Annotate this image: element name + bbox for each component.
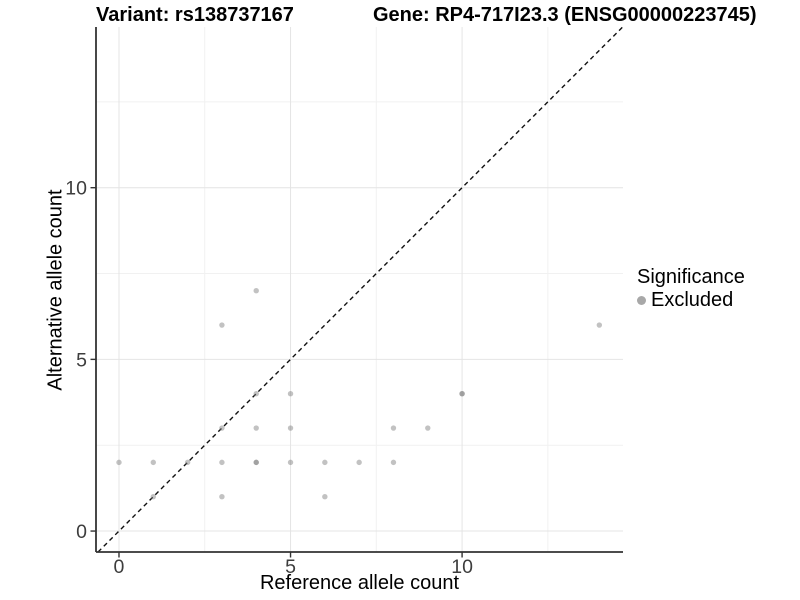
- variant-title: Variant: rs138737167: [96, 4, 294, 26]
- data-point: [390, 459, 397, 466]
- legend-item-excluded: Excluded: [637, 289, 745, 311]
- data-point: [425, 425, 431, 431]
- legend-item-label: Excluded: [651, 289, 734, 311]
- data-point: [184, 459, 191, 466]
- data-point: [219, 494, 225, 500]
- data-point: [459, 391, 465, 397]
- data-point: [287, 391, 294, 397]
- data-point: [322, 494, 328, 500]
- data-point: [219, 425, 225, 431]
- data-point: [287, 425, 294, 431]
- data-point: [390, 425, 397, 431]
- y-tick-label: 5: [76, 349, 87, 371]
- data-point: [253, 459, 259, 466]
- data-point: [356, 459, 362, 466]
- y-tick-label: 0: [76, 521, 87, 543]
- legend-title: Significance: [637, 266, 745, 288]
- data-point: [253, 459, 259, 466]
- x-axis-title: Reference allele count: [259, 572, 459, 594]
- data-point: [287, 459, 294, 466]
- data-point: [219, 322, 225, 328]
- data-point: [322, 459, 328, 466]
- data-point: [150, 494, 156, 500]
- data-point: [219, 459, 225, 466]
- data-point: [253, 391, 259, 397]
- data-point: [150, 459, 156, 466]
- y-tick-label: 10: [65, 178, 87, 200]
- y-axis-title: Alternative allele count: [44, 189, 67, 391]
- x-tick-label: 10: [451, 556, 473, 578]
- data-point: [596, 322, 603, 328]
- legend: Significance Excluded: [637, 265, 745, 311]
- gene-title: Gene: RP4-717I23.3 (ENSG00000223745): [373, 4, 757, 26]
- identity-line: [97, 26, 624, 553]
- excluded-dot-icon: [637, 295, 646, 305]
- x-tick-label: 5: [285, 556, 296, 578]
- data-point: [116, 459, 122, 466]
- data-point: [253, 425, 259, 431]
- x-tick-label: 0: [114, 556, 125, 578]
- data-point: [459, 391, 465, 397]
- data-point: [253, 288, 259, 294]
